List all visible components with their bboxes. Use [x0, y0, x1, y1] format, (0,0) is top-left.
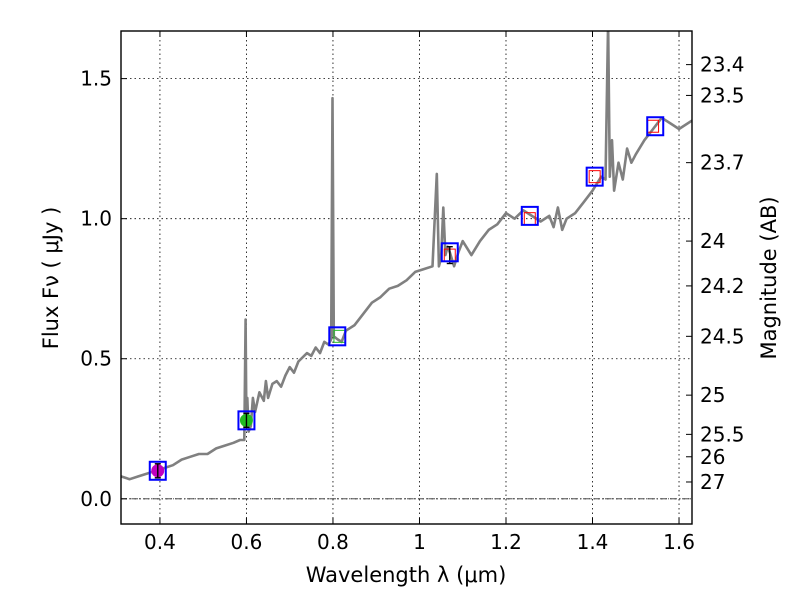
y-tick-label: 0.0	[80, 487, 112, 511]
x-tick-label: 1	[413, 530, 426, 554]
x-tick-label: 1.4	[577, 530, 609, 554]
y2-tick-label: 24.5	[700, 324, 745, 348]
error-bar	[154, 463, 161, 479]
model-photometry-square	[328, 326, 347, 347]
grid-layer	[121, 31, 692, 524]
plot-frame	[120, 30, 693, 525]
x-tick-label: 0.8	[317, 530, 349, 554]
ticks-layer: 0.4 0.6 0.8 1 1.2 1.4 1.6 0.0 0.5 1.0 1.5 23.4 23.5 2…	[80, 31, 745, 554]
x-axis-label: Wavelength λ (μm)	[306, 563, 507, 587]
y2-tick-label: 26	[700, 445, 725, 469]
y-tick-label: 1.5	[80, 67, 112, 91]
y2-tick-label: 23.5	[700, 83, 745, 107]
error-bar	[243, 412, 250, 429]
y-tick-label: 0.5	[80, 347, 112, 371]
y2-tick-label: 23.7	[700, 151, 745, 175]
model-photometry-square	[237, 410, 256, 431]
y2-tick-label: 25.5	[700, 422, 745, 446]
model-photometry-square	[440, 242, 459, 263]
y2-tick-label: 24	[700, 229, 725, 253]
y2-tick-label: 24.2	[700, 274, 745, 298]
model-photometry-square	[646, 116, 665, 137]
y-tick-label: 1.0	[80, 207, 112, 231]
x-tick-label: 0.6	[231, 530, 263, 554]
x-tick-label: 0.4	[144, 530, 176, 554]
x-tick-label: 1.6	[663, 530, 695, 554]
x-tick-label: 1.2	[490, 530, 522, 554]
y2-tick-label: 23.4	[700, 53, 745, 77]
model-photometry-square	[585, 166, 604, 187]
model-photometry-square	[148, 460, 167, 481]
y2-axis-label: Magnitude (AB)	[757, 196, 781, 359]
spectrum-layer	[121, 31, 692, 481]
y2-tick-label: 25	[700, 383, 725, 407]
points-layer	[148, 116, 665, 481]
spectrum-line	[121, 31, 692, 481]
y2-tick-label: 27	[700, 470, 725, 494]
model-photometry-square	[520, 205, 539, 226]
y-axis-label: Flux Fν ( μJy )	[39, 207, 63, 350]
observed-point	[588, 170, 601, 184]
